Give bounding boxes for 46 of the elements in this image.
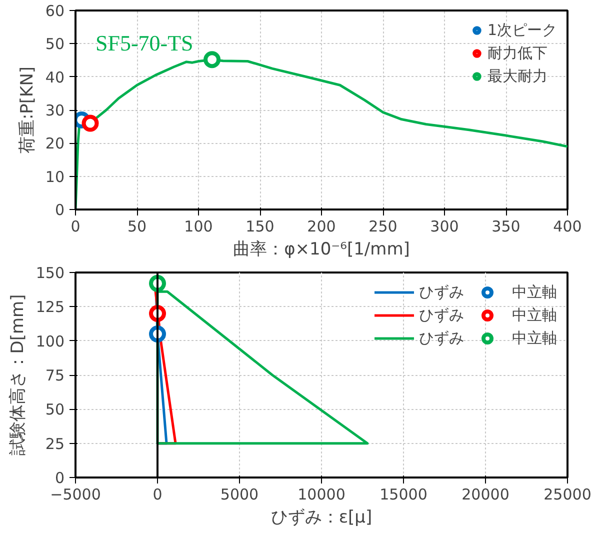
y-tick-label: 50 bbox=[45, 400, 65, 419]
x-tick-label: 100 bbox=[184, 218, 213, 236]
x-tick-label: 300 bbox=[430, 218, 459, 236]
x-tick-label: 20000 bbox=[462, 486, 510, 504]
point bbox=[82, 114, 99, 132]
x-tick-label: 50 bbox=[127, 218, 147, 236]
y-tick-label: 40 bbox=[45, 68, 65, 86]
legend-label: 1次ピーク bbox=[487, 20, 557, 40]
y-tick-label: 10 bbox=[45, 168, 65, 186]
x-tick-label: 0 bbox=[152, 486, 162, 504]
legend-label: 耐力低下 bbox=[487, 44, 548, 62]
legend-label: 最大耐力 bbox=[487, 66, 548, 86]
x-axis-title: ひずみ：ε[μ] bbox=[270, 508, 372, 528]
y-tick-label: 20 bbox=[45, 134, 65, 153]
point bbox=[204, 51, 221, 68]
legend-label: 中立軸 bbox=[512, 328, 557, 348]
x-tick-label: 0 bbox=[70, 218, 80, 236]
legend-label: 中立軸 bbox=[512, 282, 557, 302]
x-tick-label: 200 bbox=[307, 218, 336, 236]
y-tick-label: 100 bbox=[36, 332, 65, 350]
y-tick-label: 75 bbox=[45, 366, 65, 384]
x-tick-label: 400 bbox=[553, 218, 582, 236]
x-axis-title: 曲率：φ×10⁻⁶[1/mm] bbox=[233, 240, 410, 260]
x-tick-label: 150 bbox=[246, 218, 274, 236]
x-tick-label: 10000 bbox=[298, 486, 346, 504]
y-tick-label: 30 bbox=[45, 102, 65, 120]
legend-label: 中立軸 bbox=[512, 306, 557, 324]
x-tick-label: 5000 bbox=[220, 486, 259, 504]
y-axis-title: 荷重:P[KN] bbox=[17, 66, 38, 154]
legend-label: ひずみ bbox=[419, 282, 464, 302]
y-tick-label: 0 bbox=[54, 201, 65, 219]
y-tick-label: 125 bbox=[36, 298, 65, 316]
x-tick-label: 250 bbox=[368, 218, 398, 236]
y-tick-label: 60 bbox=[45, 2, 65, 20]
annotation: SF5-70-TS bbox=[96, 30, 194, 56]
y-tick-label: 25 bbox=[45, 434, 65, 453]
x-tick-label: 15000 bbox=[380, 486, 428, 504]
x-tick-label: 25000 bbox=[544, 486, 592, 504]
y-axis-title: 試験体高さ：D[mm] bbox=[8, 294, 28, 456]
y-tick-label: 150 bbox=[36, 264, 65, 282]
x-tick-label: −5000 bbox=[50, 486, 101, 504]
legend-label: ひずみ bbox=[419, 306, 464, 324]
x-tick-label: 350 bbox=[492, 218, 520, 236]
y-tick-label: 0 bbox=[54, 469, 65, 487]
legend-label: ひずみ bbox=[419, 328, 464, 348]
y-tick-label: 50 bbox=[45, 35, 65, 54]
